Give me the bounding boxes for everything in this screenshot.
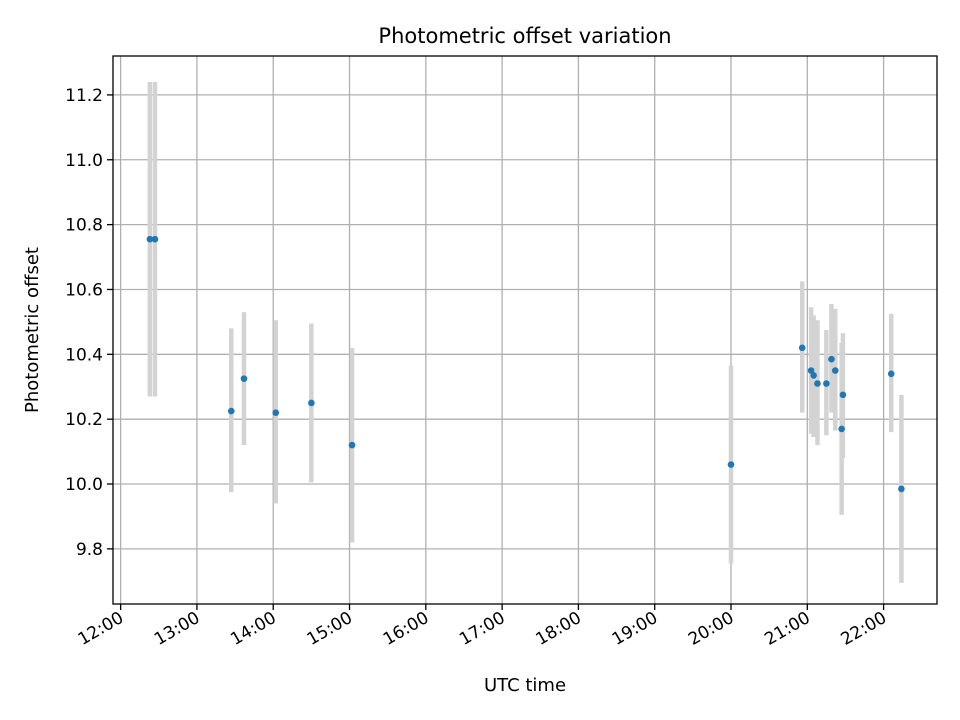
y-tick-label: 9.8	[76, 540, 103, 560]
data-point	[151, 235, 159, 243]
data-point	[146, 235, 154, 243]
x-tick-label: 15:00	[304, 608, 356, 650]
x-tick-label: 14:00	[227, 608, 279, 650]
y-tick-label: 11.2	[65, 86, 103, 106]
x-tick-label: 16:00	[380, 608, 432, 650]
data-point	[823, 380, 830, 387]
data-point	[227, 407, 235, 415]
data-point	[814, 380, 821, 387]
x-axis-label: UTC time	[484, 675, 566, 696]
y-tick-label: 11.0	[65, 151, 103, 171]
chart-title: Photometric offset variation	[378, 24, 671, 48]
data-point	[348, 441, 356, 449]
data-point	[838, 425, 845, 433]
x-tick-label: 17:00	[456, 608, 508, 650]
y-tick-label: 10.6	[65, 280, 103, 300]
data-point	[887, 370, 895, 378]
y-tick-label: 10.0	[65, 475, 103, 495]
y-tick-label: 10.4	[65, 345, 103, 365]
data-point	[898, 485, 905, 493]
x-tick-label: 20:00	[685, 608, 737, 650]
data-point	[828, 355, 835, 363]
x-tick-label: 21:00	[761, 608, 813, 650]
x-tick-label: 22:00	[838, 608, 890, 650]
data-point	[810, 372, 817, 379]
data-point	[839, 391, 847, 399]
grid	[113, 56, 937, 604]
x-tick-label: 12:00	[75, 608, 127, 650]
data-points	[146, 235, 905, 493]
x-tick-label: 13:00	[151, 608, 203, 650]
y-axis-label: Photometric offset	[22, 247, 43, 413]
data-point	[831, 367, 839, 374]
data-point	[727, 461, 735, 468]
data-point	[240, 375, 248, 382]
data-point	[798, 344, 806, 352]
plot-frame	[112, 55, 938, 605]
x-tick-label: 18:00	[532, 608, 584, 650]
x-axis-ticks: 12:00 13:00 14:00 15:00 16:00 17:00 18:00 19:00…	[75, 604, 890, 650]
x-tick-label: 19:00	[609, 608, 661, 650]
data-point	[272, 409, 280, 416]
error-bars	[147, 81, 904, 583]
y-axis-ticks: 9.8 10.0 10.2 10.4 10.6 10.8 11.0 11.2	[65, 86, 113, 560]
y-tick-label: 10.2	[65, 410, 103, 430]
y-tick-label: 10.8	[65, 216, 103, 236]
data-point	[308, 399, 315, 407]
data-point	[807, 367, 815, 374]
